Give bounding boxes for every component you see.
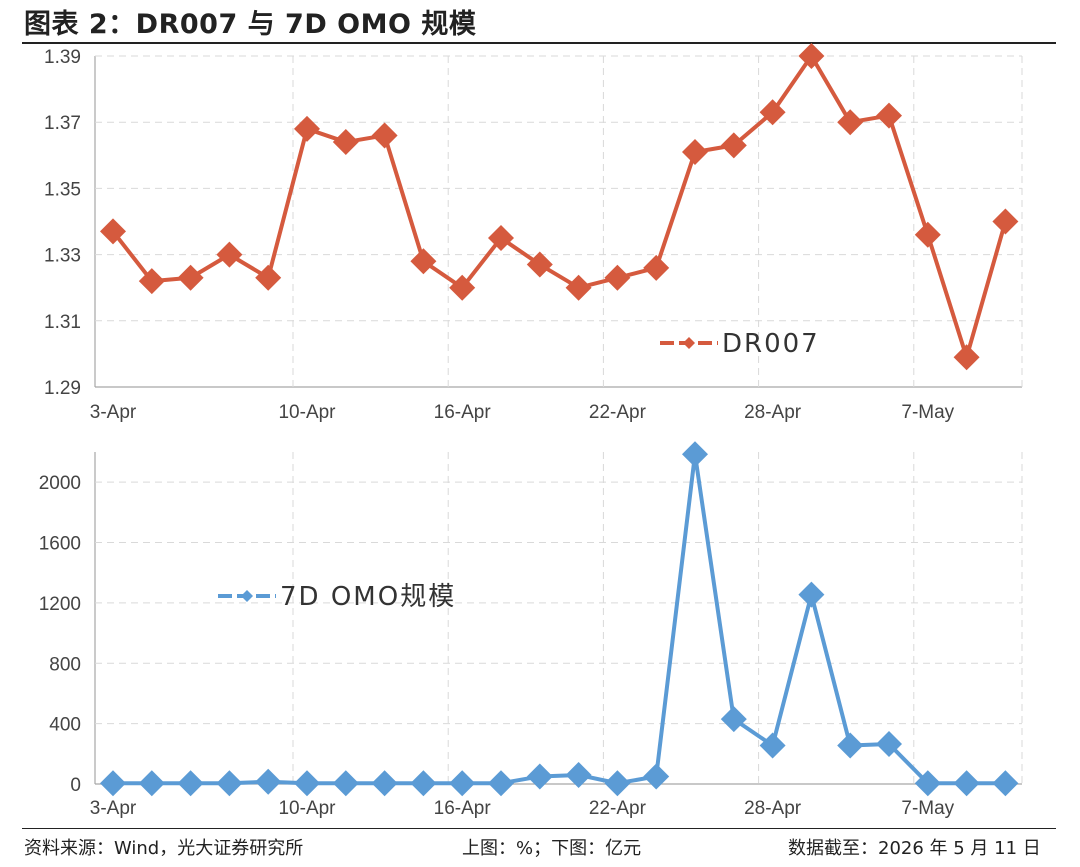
data-point-marker — [759, 732, 786, 759]
y-tick-label: 400 — [49, 715, 81, 736]
data-point-marker — [294, 115, 320, 142]
data-point-marker — [410, 248, 437, 275]
data-point-marker — [255, 264, 282, 291]
data-point-marker — [526, 763, 553, 790]
data-point-marker — [138, 268, 165, 295]
x-tick-label: 22-Apr — [589, 402, 647, 423]
data-point-marker — [953, 344, 980, 371]
unit-note: 上图：%；下图：亿元 — [462, 838, 642, 859]
footer-rule — [22, 828, 1056, 829]
data-point-marker — [488, 770, 514, 797]
y-tick-label: 1600 — [39, 534, 81, 555]
legend: 7D OMO规模 — [218, 582, 456, 612]
y-tick-label: 1.33 — [44, 246, 81, 267]
x-tick-label: 3-Apr — [90, 402, 137, 423]
series-line — [111, 54, 1008, 360]
legend-label: 7D OMO规模 — [280, 582, 456, 612]
data-point-marker — [449, 770, 476, 797]
omo-chart: 0 400 800 1200 1600 2000 3-Apr 10-Apr 16-Apr 22-A… — [39, 441, 1023, 819]
data-point-marker — [371, 122, 398, 149]
data-point-marker — [410, 770, 437, 797]
data-point-marker — [837, 109, 864, 136]
data-point-marker — [526, 251, 553, 278]
y-tick-label: 2000 — [39, 473, 81, 494]
legend: DR007 — [660, 329, 820, 359]
data-point-marker — [876, 102, 902, 129]
data-point-marker — [720, 706, 747, 733]
data-point-marker — [100, 218, 126, 245]
data-point-marker — [798, 581, 825, 608]
x-tick-label: 16-Apr — [434, 798, 492, 819]
x-tick-label: 10-Apr — [278, 402, 336, 423]
data-point-marker — [177, 264, 204, 291]
data-point-marker — [876, 731, 902, 758]
x-tick-label: 10-Apr — [278, 798, 336, 819]
data-point-marker — [682, 138, 708, 165]
x-tick-label: 3-Apr — [90, 798, 137, 819]
y-tick-label: 1.29 — [44, 378, 81, 399]
data-point-marker — [798, 43, 825, 69]
data-point-marker — [643, 254, 670, 281]
data-point-marker — [371, 770, 398, 797]
x-tick-label: 16-Apr — [434, 402, 492, 423]
y-tick-label: 1.31 — [44, 312, 81, 333]
data-point-marker — [100, 770, 126, 797]
data-point-marker — [604, 770, 631, 797]
y-tick-label: 1.35 — [44, 179, 81, 200]
data-point-marker — [216, 770, 243, 797]
data-point-marker — [138, 770, 165, 797]
y-tick-label: 0 — [70, 775, 81, 796]
data-point-marker — [992, 208, 1019, 235]
data-point-marker — [914, 770, 941, 797]
data-point-marker — [332, 129, 359, 156]
data-point-marker — [255, 768, 282, 795]
data-point-marker — [914, 221, 941, 248]
legend-label: DR007 — [722, 329, 820, 359]
data-point-marker — [565, 761, 592, 788]
data-point-marker — [643, 763, 670, 790]
data-point-marker — [604, 264, 631, 291]
data-point-marker — [177, 770, 204, 797]
source-note: 资料来源：Wind，光大证券研究所 — [24, 838, 304, 859]
x-tick-label: 7-May — [901, 798, 954, 819]
x-tick-label: 22-Apr — [589, 798, 647, 819]
data-point-marker — [332, 770, 359, 797]
y-tick-label: 1200 — [39, 594, 81, 615]
x-tick-label: 7-May — [901, 402, 954, 423]
data-point-marker — [565, 274, 592, 301]
date-note: 数据截至：2026 年 5 月 11 日 — [788, 838, 1041, 859]
x-tick-label: 28-Apr — [744, 798, 802, 819]
data-point-marker — [759, 99, 786, 126]
legend-marker — [241, 590, 253, 602]
data-point-marker — [992, 770, 1019, 797]
x-tick-label: 28-Apr — [744, 402, 802, 423]
figure-title: 图表 2：DR007 与 7D OMO 规模 — [24, 9, 477, 40]
legend-marker — [683, 337, 695, 349]
data-point-marker — [720, 132, 747, 159]
data-point-marker — [682, 441, 708, 468]
y-tick-label: 1.39 — [44, 47, 81, 68]
data-point-marker — [294, 770, 320, 797]
y-tick-label: 800 — [49, 654, 81, 675]
data-point-marker — [449, 274, 476, 301]
data-point-marker — [837, 732, 864, 759]
title-rule — [22, 42, 1056, 44]
dr007-chart: 1.29 1.31 1.33 1.35 1.37 1.39 3-Apr 10-Apr 16-Ap… — [44, 43, 1023, 423]
data-point-marker — [953, 770, 980, 797]
series-line — [113, 452, 1006, 786]
data-point-marker — [488, 225, 514, 252]
data-point-marker — [216, 241, 243, 268]
y-tick-label: 1.37 — [44, 113, 81, 134]
